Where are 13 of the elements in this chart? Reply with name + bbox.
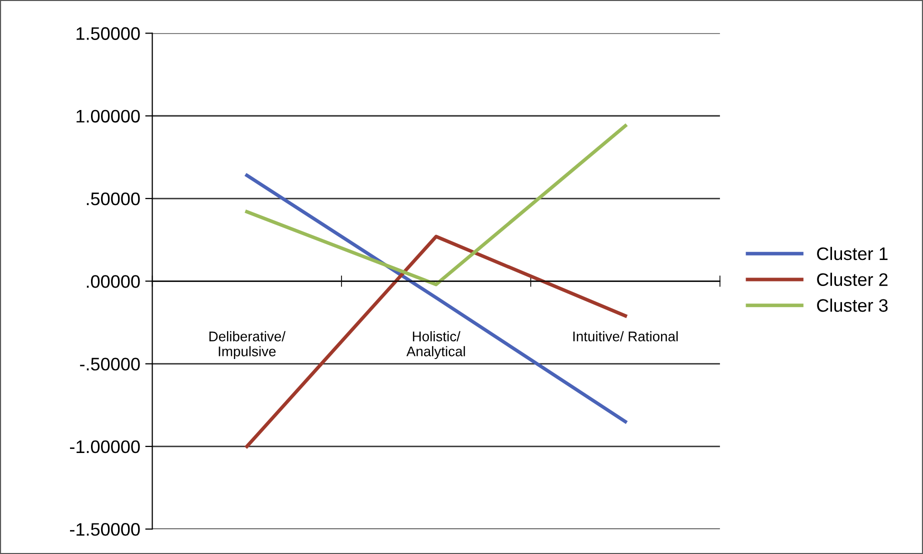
x-tick-label: Deliberative/ Impulsive xyxy=(209,331,286,360)
x-tick-label: Intuitive/ Rational xyxy=(573,331,678,342)
y-tick-label: 1.00000 xyxy=(76,110,140,123)
legend-label: Cluster 3 xyxy=(817,298,888,312)
legend-label: Cluster 2 xyxy=(817,272,888,286)
y-tick-label: .00000 xyxy=(86,275,140,288)
y-tick-label: .50000 xyxy=(86,192,140,206)
legend-label: Cluster 1 xyxy=(817,246,888,260)
y-tick-label: -.50000 xyxy=(80,358,140,371)
y-tick-label: -1.00000 xyxy=(70,440,140,454)
y-tick-label: 1.50000 xyxy=(76,27,140,40)
x-tick-label: Holistic/ Analytical xyxy=(406,331,465,360)
y-tick-label: -1.50000 xyxy=(70,523,140,536)
